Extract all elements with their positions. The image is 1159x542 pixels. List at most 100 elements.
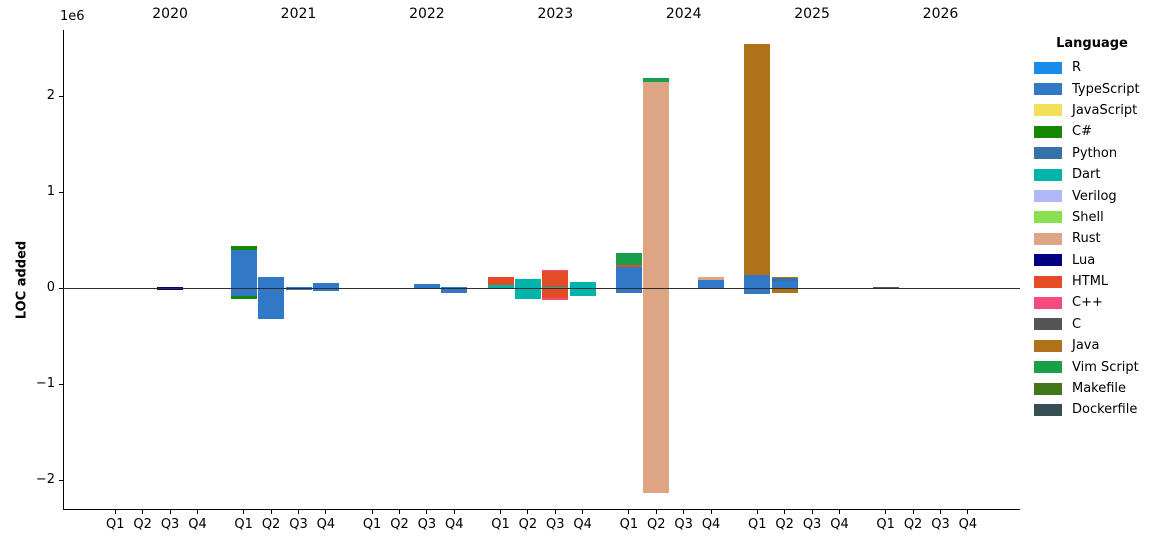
legend-swatch: [1034, 211, 1062, 224]
x-axis-year-label: 2022: [409, 6, 445, 22]
x-tick: [710, 508, 712, 514]
x-tick-label-quarter: Q2: [903, 517, 923, 532]
legend-item-java: Java: [1026, 335, 1158, 356]
legend-item-dockerfile: Dockerfile: [1026, 399, 1158, 420]
y-tick-label: 1: [46, 184, 55, 199]
bar-segment-typescript: [230, 250, 257, 289]
bar-segment-typescript: [615, 288, 642, 294]
bar-segment-typescript: [744, 288, 771, 295]
legend-item-r: R: [1026, 57, 1158, 78]
x-tick: [967, 508, 969, 514]
x-tick: [582, 508, 584, 514]
legend-label: Dart: [1072, 167, 1101, 183]
bar-segment-vim-script: [615, 253, 642, 265]
x-tick-label-quarter: Q4: [188, 517, 207, 532]
x-tick-label-quarter: Q2: [133, 517, 152, 532]
legend-swatch: [1034, 296, 1062, 309]
x-axis-year-label: 2024: [665, 6, 702, 22]
legend-swatch: [1034, 104, 1062, 117]
x-tick: [297, 508, 300, 514]
x-tick-label-quarter: Q4: [573, 517, 592, 532]
x-tick-label-quarter: Q3: [546, 517, 565, 532]
legend-item-makefile: Makefile: [1026, 378, 1158, 399]
bar-segment-typescript: [230, 288, 257, 297]
legend-swatch: [1034, 382, 1062, 395]
legend-label: Shell: [1072, 209, 1104, 225]
x-tick-label-quarter: Q4: [445, 517, 464, 532]
bar-segment-java: [771, 288, 798, 293]
bar-segment-dart: [569, 281, 596, 289]
bar-segment-typescript: [312, 288, 339, 292]
legend-swatch: [1034, 403, 1062, 416]
bar-segment-typescript: [258, 277, 285, 289]
legend-label: Verilog: [1072, 188, 1117, 204]
legend-item-typescript: TypeScript: [1026, 78, 1158, 99]
y-axis-offset-text: 1e6: [60, 9, 85, 24]
legend: Language R TypeScript JavaScript C# Python Da…: [1026, 36, 1158, 421]
x-tick: [939, 508, 942, 514]
bar-segment-html: [615, 264, 642, 267]
legend-label: Makefile: [1072, 381, 1127, 397]
bar-segment-rust: [643, 82, 670, 289]
legend-item-lua: Lua: [1026, 250, 1158, 271]
x-tick-label-quarter: Q2: [518, 517, 538, 532]
bar-segment-dart: [487, 284, 514, 289]
legend-label: R: [1072, 60, 1082, 76]
legend-swatch: [1034, 61, 1062, 74]
x-tick: [270, 508, 272, 514]
legend-swatch: [1034, 147, 1062, 160]
legend-label: Vim Script: [1072, 359, 1139, 375]
legend-label: C++: [1072, 295, 1103, 311]
x-tick: [628, 508, 630, 514]
x-tick-label-quarter: Q1: [619, 517, 639, 532]
bar-segment-typescript: [258, 288, 285, 319]
bar-segment-dart: [514, 288, 541, 299]
x-tick-label-quarter: Q2: [261, 517, 281, 532]
x-axis-year-label: 2026: [922, 6, 959, 22]
bar-segment-html: [487, 276, 514, 285]
x-tick: [554, 508, 556, 514]
x-tick: [784, 508, 786, 514]
legend-swatch: [1034, 318, 1062, 331]
x-axis-year-label: 2025: [794, 6, 830, 22]
bar-segment-html: [542, 288, 569, 299]
x-tick-label-quarter: Q1: [748, 517, 767, 532]
zero-line: [63, 287, 1020, 290]
y-tick: [59, 95, 63, 98]
bar-segment-typescript: [698, 280, 725, 289]
legend-item-html: HTML: [1026, 271, 1158, 292]
x-tick: [683, 508, 685, 514]
legend-item-dart: Dart: [1026, 164, 1158, 185]
bar-segment-html: [542, 271, 569, 287]
x-tick-label-quarter: Q4: [316, 517, 336, 532]
x-tick: [114, 508, 116, 514]
x-axis-year-label: 2020: [152, 6, 188, 22]
legend-swatch: [1034, 190, 1062, 203]
x-tick-label-quarter: Q1: [234, 517, 253, 532]
legend-swatch: [1034, 339, 1062, 352]
x-tick-label-quarter: Q3: [289, 517, 308, 532]
bar-segment-dart: [569, 288, 596, 297]
bar-segment-python: [771, 277, 798, 282]
bar-segment-rust: [643, 288, 670, 493]
legend-swatch: [1034, 232, 1062, 245]
x-tick: [885, 508, 887, 514]
x-tick: [169, 508, 171, 514]
x-tick-label-quarter: Q3: [931, 517, 950, 532]
x-tick-label-quarter: Q1: [491, 517, 510, 532]
legend-item-c: C: [1026, 314, 1158, 335]
y-tick: [59, 191, 63, 194]
y-tick-label: −1: [35, 376, 55, 391]
legend-label: Java: [1072, 338, 1100, 354]
legend-item-javascript: JavaScript: [1026, 100, 1158, 121]
x-axis-spine: [63, 508, 1020, 510]
legend-label: Python: [1072, 145, 1118, 161]
x-tick-label-quarter: Q1: [362, 517, 382, 532]
y-tick-label: 0: [46, 280, 55, 295]
x-tick-label-quarter: Q4: [830, 517, 849, 532]
x-tick: [811, 508, 813, 514]
legend-item-vim-script: Vim Script: [1026, 356, 1158, 377]
legend-label: Dockerfile: [1072, 402, 1138, 418]
bar-segment-c-: [542, 298, 569, 300]
